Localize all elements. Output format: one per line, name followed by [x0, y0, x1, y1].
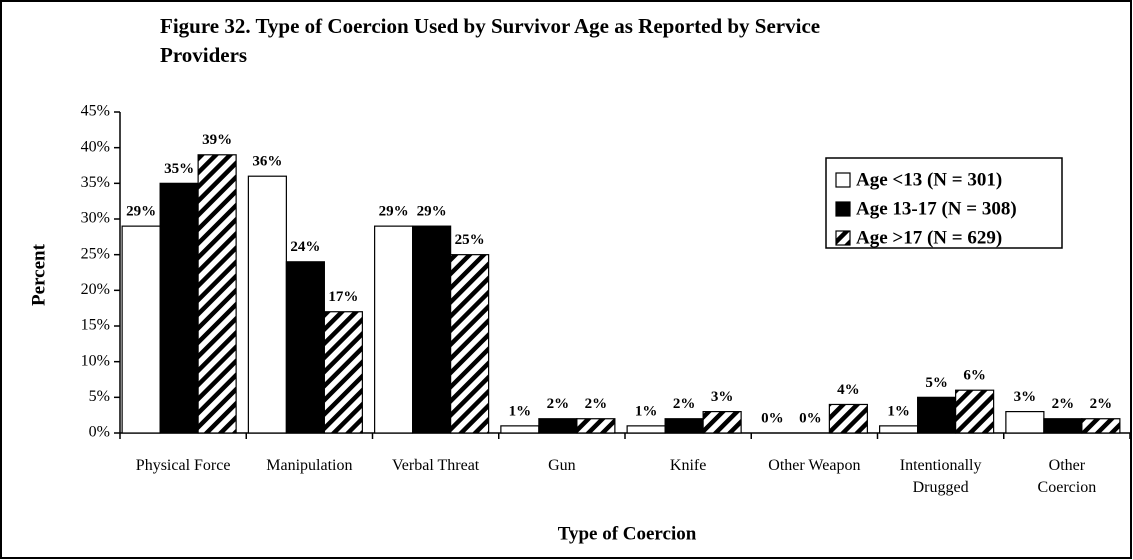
bar: [955, 389, 995, 434]
y-tick-label: 30%: [81, 210, 110, 227]
bar: [285, 261, 325, 434]
y-tick-label: 40%: [81, 138, 110, 155]
chart-title: Figure 32. Type of Coercion Used by Surv…: [160, 14, 821, 67]
bar: [1005, 411, 1045, 434]
y-tick-label: 35%: [81, 174, 110, 191]
bar: [576, 418, 616, 434]
legend-label: Age >17 (N = 629): [856, 227, 1002, 248]
bar: [664, 418, 704, 434]
legend-swatch: [835, 201, 851, 217]
value-label: 2%: [547, 396, 570, 412]
value-label: 2%: [1090, 396, 1113, 412]
legend-box: [825, 157, 1063, 249]
bar: [702, 411, 742, 434]
value-label: 2%: [1052, 396, 1075, 412]
value-label: 0%: [799, 410, 822, 426]
bar: [197, 154, 237, 434]
bar: [374, 225, 414, 434]
value-label: 1%: [509, 403, 532, 419]
y-tick-label: 20%: [81, 281, 110, 298]
x-tick-label: Gun: [548, 457, 576, 474]
bar: [159, 182, 199, 434]
value-label: 29%: [379, 204, 409, 220]
x-tick-label: Intentionally Drugged: [899, 457, 982, 496]
y-tick-label: 45%: [81, 103, 110, 120]
value-label: 3%: [1014, 389, 1037, 405]
y-tick-label: 25%: [81, 245, 110, 262]
y-axis-title: Percent: [28, 243, 49, 306]
bar: [500, 425, 540, 434]
bar: [917, 396, 957, 434]
value-label: 29%: [417, 204, 447, 220]
x-tick-label: Manipulation: [266, 457, 353, 474]
y-tick-label: 0%: [89, 424, 110, 441]
x-tick-label: Other Weapon: [768, 457, 861, 474]
bar: [121, 225, 161, 434]
value-label: 2%: [585, 396, 608, 412]
x-tick-label: Other Coercion: [1037, 457, 1097, 496]
legend-swatch: [835, 230, 851, 246]
value-label: 39%: [202, 132, 232, 148]
value-label: 24%: [290, 239, 320, 255]
bar: [1081, 418, 1121, 434]
bar: [879, 425, 919, 434]
bar: [538, 418, 578, 434]
x-tick-label: Verbal Threat: [392, 457, 480, 474]
x-axis-title: Type of Coercion: [558, 523, 697, 544]
y-tick-label: 10%: [81, 352, 110, 369]
legend-label: Age 13-17 (N = 308): [856, 198, 1017, 219]
bar: [450, 254, 490, 434]
value-label: 5%: [925, 375, 948, 391]
bar: [412, 225, 452, 434]
value-label: 17%: [328, 289, 358, 305]
x-tick-label: Knife: [669, 457, 707, 474]
value-label: 35%: [164, 161, 194, 177]
value-label: 4%: [837, 382, 860, 398]
bar: [323, 311, 363, 434]
value-label: 3%: [711, 389, 734, 405]
value-label: 6%: [963, 368, 986, 384]
value-label: 2%: [673, 396, 696, 412]
bar: [626, 425, 666, 434]
y-tick-label: 5%: [89, 388, 110, 405]
value-label: 29%: [126, 204, 156, 220]
value-label: 36%: [252, 154, 282, 170]
value-label: 0%: [761, 410, 784, 426]
bar: [1043, 418, 1083, 434]
value-label: 1%: [887, 403, 910, 419]
x-tick-label: Physical Force: [135, 457, 231, 474]
legend-label: Age <13 (N = 301): [856, 169, 1002, 190]
value-label: 25%: [455, 232, 485, 248]
value-label: 1%: [635, 403, 658, 419]
legend-swatch: [835, 172, 851, 188]
bar: [247, 175, 287, 434]
bar: [828, 403, 868, 434]
y-tick-label: 15%: [81, 317, 110, 334]
